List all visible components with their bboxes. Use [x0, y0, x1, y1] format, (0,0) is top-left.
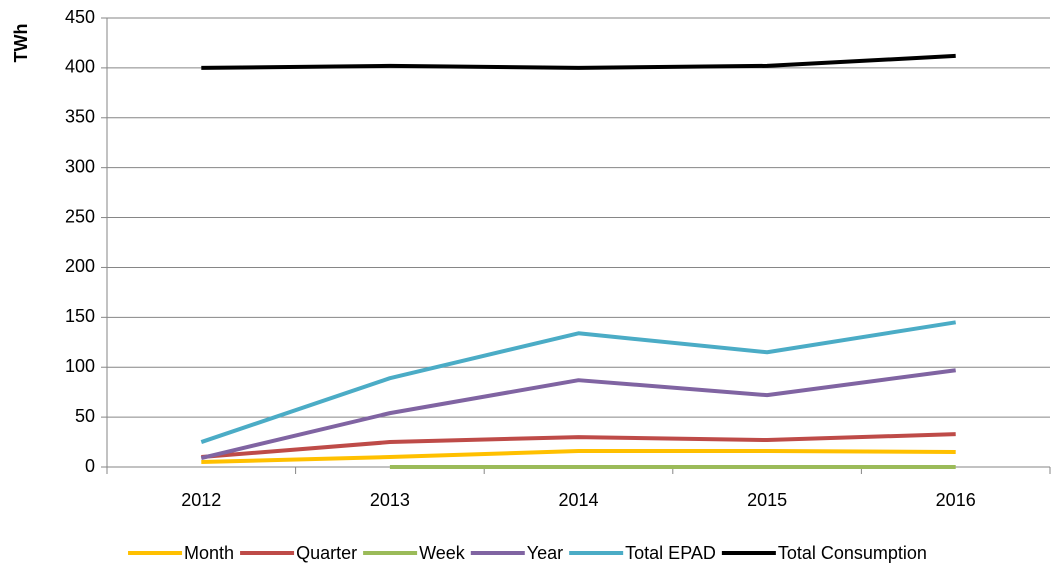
legend-label: Total EPAD — [625, 543, 716, 563]
x-tick-label: 2013 — [370, 490, 410, 510]
legend: Month Quarter Week Year Total EPAD Total Cons… — [128, 543, 927, 563]
legend-label: Total Consumption — [778, 543, 927, 563]
line — [200, 320, 957, 444]
line — [200, 368, 956, 460]
x-tick-label: 2014 — [558, 490, 598, 510]
y-tick-label: 100 — [65, 356, 95, 376]
line — [201, 432, 956, 460]
y-tick-label: 150 — [65, 306, 95, 326]
y-tick-label: 350 — [65, 107, 95, 127]
y-tick-label: 200 — [65, 256, 95, 276]
y-tick-label: 400 — [65, 57, 95, 77]
legend-label: Quarter — [296, 543, 357, 563]
legend-label: Month — [184, 543, 234, 563]
x-tick-label: 2015 — [747, 490, 787, 510]
y-tick-label: 50 — [75, 406, 95, 426]
y-tick-label: 250 — [65, 206, 95, 226]
y-axis-label: TWh — [11, 24, 31, 63]
x-tick-label: 2016 — [936, 490, 976, 510]
line — [201, 449, 956, 465]
y-tick-label: 0 — [85, 456, 95, 476]
legend-label: Week — [419, 543, 466, 563]
y-tick-label: 450 — [65, 7, 95, 27]
line — [201, 53, 956, 70]
legend-label: Year — [527, 543, 563, 563]
x-tick-label: 2012 — [181, 490, 221, 510]
y-tick-label: 300 — [65, 156, 95, 176]
